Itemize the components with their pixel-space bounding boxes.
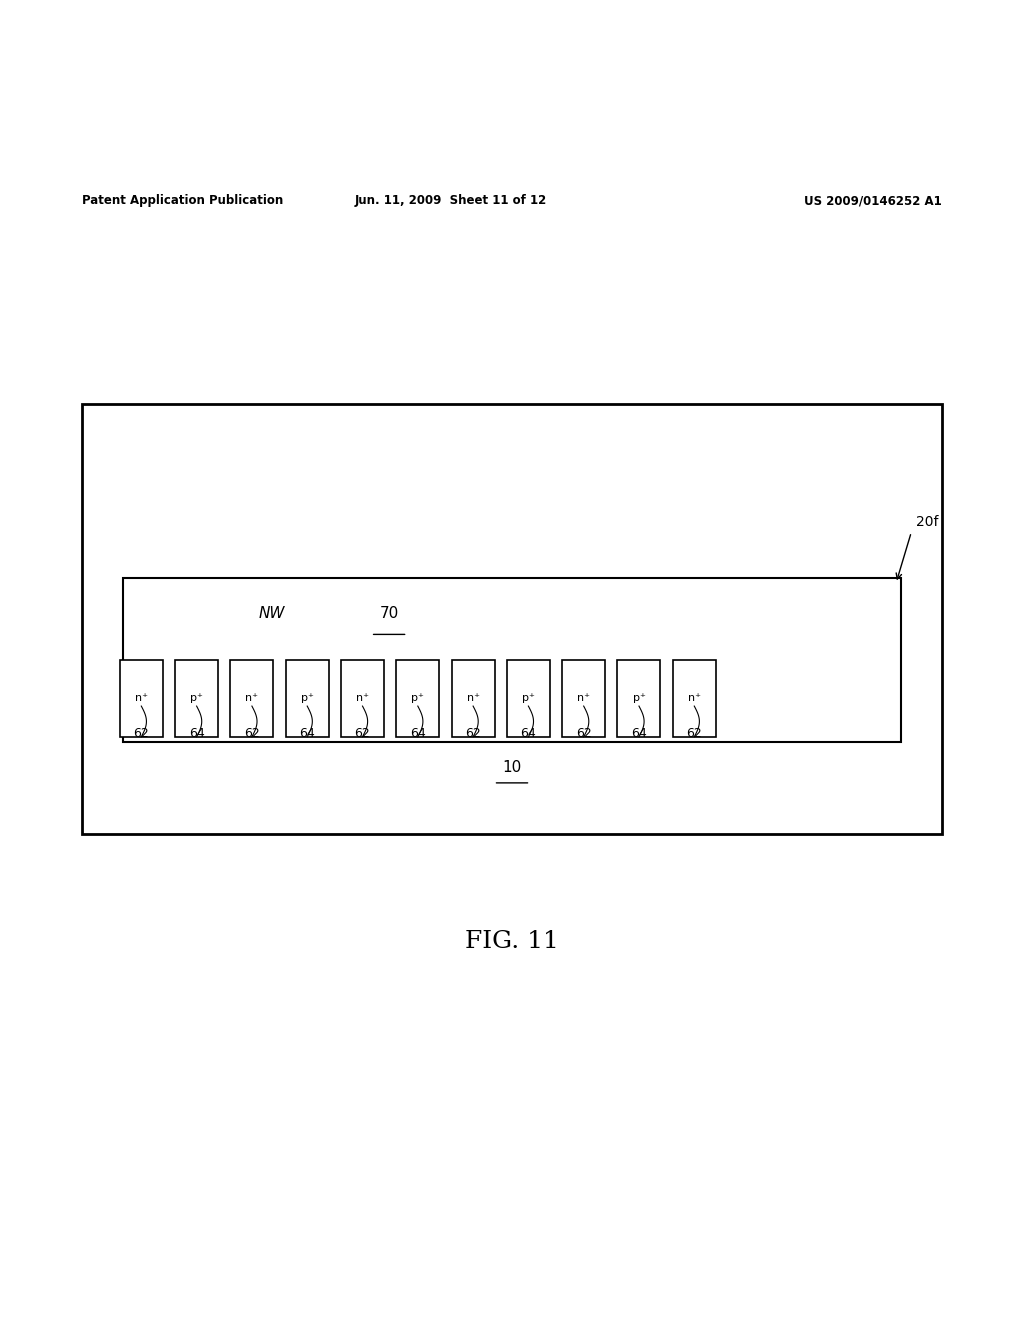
FancyBboxPatch shape — [507, 660, 550, 737]
FancyBboxPatch shape — [562, 660, 605, 737]
Text: FIG. 11: FIG. 11 — [465, 931, 559, 953]
FancyBboxPatch shape — [617, 660, 660, 737]
Text: 70: 70 — [380, 606, 398, 622]
Text: Jun. 11, 2009  Sheet 11 of 12: Jun. 11, 2009 Sheet 11 of 12 — [354, 194, 547, 207]
Text: 62: 62 — [133, 726, 150, 739]
Text: 62: 62 — [465, 726, 481, 739]
FancyBboxPatch shape — [396, 660, 439, 737]
Text: p⁺: p⁺ — [633, 693, 645, 704]
Text: 62: 62 — [354, 726, 371, 739]
Text: 62: 62 — [575, 726, 592, 739]
Text: 64: 64 — [410, 726, 426, 739]
FancyBboxPatch shape — [286, 660, 329, 737]
Text: 10: 10 — [503, 760, 521, 775]
Text: 62: 62 — [244, 726, 260, 739]
Text: p⁺: p⁺ — [301, 693, 313, 704]
FancyBboxPatch shape — [82, 404, 942, 834]
FancyBboxPatch shape — [341, 660, 384, 737]
FancyBboxPatch shape — [673, 660, 716, 737]
Text: 64: 64 — [188, 726, 205, 739]
Text: Patent Application Publication: Patent Application Publication — [82, 194, 284, 207]
Text: n⁺: n⁺ — [135, 693, 147, 704]
FancyBboxPatch shape — [230, 660, 273, 737]
Text: 64: 64 — [299, 726, 315, 739]
Text: p⁺: p⁺ — [522, 693, 535, 704]
Text: US 2009/0146252 A1: US 2009/0146252 A1 — [804, 194, 942, 207]
Text: n⁺: n⁺ — [246, 693, 258, 704]
Text: n⁺: n⁺ — [578, 693, 590, 704]
Text: p⁺: p⁺ — [190, 693, 203, 704]
Text: NW: NW — [258, 606, 285, 622]
Text: 64: 64 — [520, 726, 537, 739]
Text: n⁺: n⁺ — [467, 693, 479, 704]
Text: 62: 62 — [686, 726, 702, 739]
Text: n⁺: n⁺ — [688, 693, 700, 704]
Text: n⁺: n⁺ — [356, 693, 369, 704]
Text: 20f: 20f — [916, 515, 939, 529]
Text: p⁺: p⁺ — [412, 693, 424, 704]
Text: 64: 64 — [631, 726, 647, 739]
FancyBboxPatch shape — [120, 660, 163, 737]
FancyBboxPatch shape — [175, 660, 218, 737]
FancyBboxPatch shape — [452, 660, 495, 737]
FancyBboxPatch shape — [123, 578, 901, 742]
